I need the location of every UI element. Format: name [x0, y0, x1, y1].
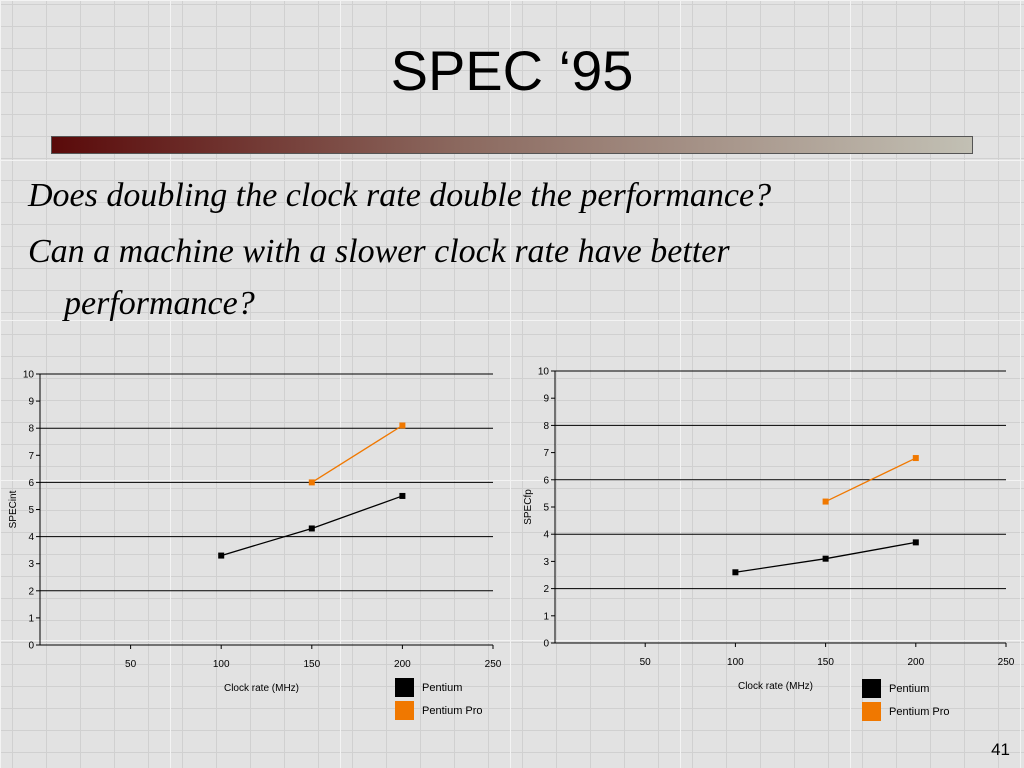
slide-title: SPEC ‘95	[390, 39, 634, 102]
specfp-chart: 0 1 2 3 4 5 6 7 8 9 10 50 100 150 200 250 Clock rate (MH…	[523, 367, 1015, 693]
legend-label-pentium-pro: Pentium Pro	[889, 705, 950, 718]
x-axis-title: Clock rate (MHz)	[738, 681, 813, 692]
legend-item-pentium: Pentium	[395, 676, 483, 699]
series-line-pentium-pro	[825, 457, 917, 503]
x-tick-label: 50	[640, 657, 652, 668]
y-tick-label: 4	[543, 530, 549, 541]
y-tick-label: 8	[28, 424, 34, 435]
specfp-legend: Pentium Pentium Pro	[862, 677, 950, 723]
data-point-pentium	[822, 555, 829, 562]
x-tick-label: 200	[394, 659, 411, 670]
specint-chart: 0 1 2 3 4 5 6 7 8 9 10 50 100 150 200 250 Clock rate (MH…	[8, 370, 502, 695]
y-tick-label: 0	[28, 641, 34, 652]
x-axis-title: Clock rate (MHz)	[224, 683, 299, 694]
question-1: Does doubling the clock rate double the …	[28, 177, 772, 214]
x-tick-label: 100	[213, 659, 230, 670]
y-tick-label: 10	[23, 370, 35, 381]
y-tick-label: 8	[543, 421, 549, 432]
y-tick-label: 6	[543, 475, 549, 486]
data-point-pentium-pro	[399, 422, 406, 429]
y-tick-label: 2	[543, 584, 549, 595]
legend-item-pentium: Pentium	[862, 677, 950, 700]
x-tick-label: 250	[485, 659, 502, 670]
legend-swatch-pentium-pro	[395, 701, 414, 720]
legend-label-pentium: Pentium	[422, 681, 463, 694]
y-tick-label: 3	[543, 557, 549, 568]
data-point-pentium-pro	[308, 479, 315, 486]
y-tick-label: 2	[28, 586, 34, 597]
data-point-pentium-pro	[822, 498, 829, 505]
y-tick-label: 0	[543, 639, 549, 650]
y-axis-title: SPECint	[8, 490, 19, 528]
y-tick-label: 9	[543, 394, 549, 405]
data-point-pentium-pro	[912, 455, 919, 462]
legend-swatch-pentium-pro	[862, 702, 881, 721]
y-tick-label: 9	[28, 397, 34, 408]
y-tick-label: 1	[28, 613, 34, 624]
x-tick-label: 250	[998, 657, 1015, 668]
x-tick-label: 150	[817, 657, 834, 668]
data-point-pentium	[399, 492, 406, 499]
slide-number: 41	[991, 740, 1010, 759]
data-point-pentium	[732, 569, 739, 576]
y-tick-label: 1	[543, 611, 549, 622]
y-tick-label: 5	[543, 503, 549, 514]
legend-swatch-pentium	[395, 678, 414, 697]
data-point-pentium	[912, 539, 919, 546]
y-tick-label: 5	[28, 505, 34, 516]
y-tick-label: 4	[28, 532, 34, 543]
data-point-pentium	[218, 552, 225, 559]
legend-item-pentium-pro: Pentium Pro	[395, 699, 483, 722]
y-tick-label: 7	[543, 448, 549, 459]
y-tick-label: 7	[28, 451, 34, 462]
series-line-pentium-pro	[311, 424, 403, 483]
legend-label-pentium-pro: Pentium Pro	[422, 704, 483, 717]
legend-label-pentium: Pentium	[889, 682, 930, 695]
x-tick-label: 50	[125, 659, 137, 670]
y-tick-label: 3	[28, 559, 34, 570]
y-axis-title: SPECfp	[523, 489, 534, 525]
specint-legend: Pentium Pentium Pro	[395, 676, 483, 722]
x-tick-label: 150	[303, 659, 320, 670]
legend-item-pentium-pro: Pentium Pro	[862, 700, 950, 723]
accent-bar	[51, 136, 973, 154]
x-tick-label: 200	[907, 657, 924, 668]
y-tick-label: 6	[28, 478, 34, 489]
x-tick-label: 100	[727, 657, 744, 668]
legend-swatch-pentium	[862, 679, 881, 698]
question-2: Can a machine with a slower clock rate h…	[28, 233, 730, 322]
data-point-pentium	[308, 525, 315, 532]
y-tick-label: 10	[538, 367, 550, 378]
